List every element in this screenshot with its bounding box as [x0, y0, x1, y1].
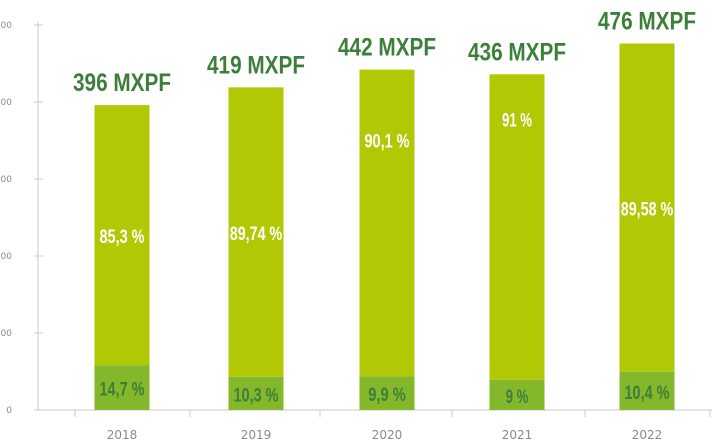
- bar-total-label: 396 MXPF: [73, 69, 171, 97]
- bar-segment-upper: [619, 43, 675, 372]
- y-tick-label: 300: [0, 175, 12, 185]
- bar-percent-upper: 89,58 %: [621, 200, 674, 221]
- bar-percent-upper: 90,1 %: [365, 132, 410, 153]
- y-tick-label: 200: [0, 252, 12, 262]
- y-tick-label: 400: [0, 98, 12, 108]
- bar-segment-lower: [489, 379, 545, 410]
- bar-percent-upper: 91 %: [502, 110, 532, 131]
- bar-percent-lower: 14,7 %: [100, 380, 145, 401]
- y-tick-label: 500: [0, 21, 12, 31]
- bar-percent-upper: 85,3 %: [100, 227, 145, 248]
- bar-total-label: 442 MXPF: [338, 34, 436, 62]
- y-tick-label: 100: [0, 329, 12, 339]
- bar-percent-lower: 9,9 %: [368, 385, 406, 406]
- bar-percent-lower: 10,3 %: [234, 385, 279, 406]
- bar-percent-lower: 9 %: [506, 387, 529, 408]
- bar-segment-upper: [359, 69, 415, 377]
- x-category-label: 2019: [241, 428, 272, 442]
- bar-total-label: 419 MXPF: [207, 51, 305, 79]
- bar-percent-lower: 10,4 %: [625, 383, 670, 404]
- bar-segment-lower: [228, 376, 284, 410]
- bar-segment-lower: [94, 365, 150, 410]
- bar-segment-upper: [228, 87, 284, 377]
- x-category-label: 2020: [372, 428, 403, 442]
- bar-segment-upper: [489, 74, 545, 380]
- bar-segment-lower: [359, 376, 415, 410]
- bar-percent-upper: 89,74 %: [230, 224, 283, 245]
- bar-total-label: 436 MXPF: [468, 38, 566, 66]
- bar-total-label: 476 MXPF: [598, 7, 696, 35]
- x-category-label: 2021: [502, 428, 533, 442]
- x-category-label: 2022: [632, 428, 663, 442]
- bar-segment-lower: [619, 371, 675, 410]
- x-category-label: 2018: [107, 428, 138, 442]
- bar-segment-upper: [94, 105, 150, 366]
- y-tick-label: 0: [6, 406, 12, 416]
